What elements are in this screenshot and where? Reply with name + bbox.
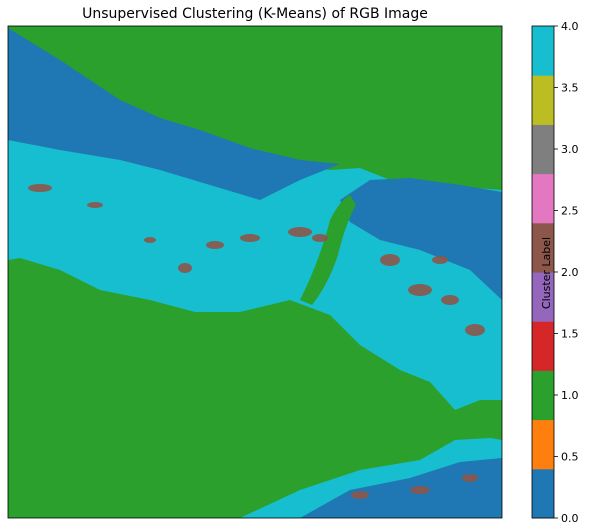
colorbar-tick-label: 0.5 [561,451,579,464]
urban-scatter-region [28,184,485,336]
southern-zone-region [300,458,502,518]
colorbar-tick-label: 0.0 [561,512,579,525]
image-frame [7,25,503,519]
upper-land-region [8,92,502,410]
colorbar: 0.0 0.5 1.0 1.5 2.0 2.5 3.0 3.5 4.0 [531,20,579,525]
colorbar-tick-label: 1.0 [561,389,579,402]
colorbar-segment [532,124,554,175]
colorbar-segment [532,272,554,322]
colorbar-tick-label: 2.0 [561,266,579,279]
colorbar-segment [532,222,554,273]
colorbar-tick-label: 1.5 [561,328,579,341]
colorbar-segment [532,173,554,224]
colorbar-tick-label: 4.0 [561,20,579,33]
colorbar-segment [532,321,554,371]
southern-scatter-region [351,474,478,499]
colorbar-segment [532,468,554,519]
colorbar-tick-label: 3.0 [561,143,579,156]
eastern-zone-region [340,178,502,300]
colorbar-segment [532,419,554,470]
colorbar-segment [532,370,554,421]
colorbar-segment [532,75,554,125]
colorbar-label: Cluster Label [540,236,553,310]
colorbar-segment [532,26,554,76]
chart-title: Unsupervised Clustering (K-Means) of RGB… [82,6,428,22]
strait-region [300,195,356,305]
colorbar-tick-label: 3.5 [561,82,579,95]
heatmap-image [8,26,502,518]
northern-zone-region [8,28,340,200]
colorbar-tick-label: 2.5 [561,205,579,218]
